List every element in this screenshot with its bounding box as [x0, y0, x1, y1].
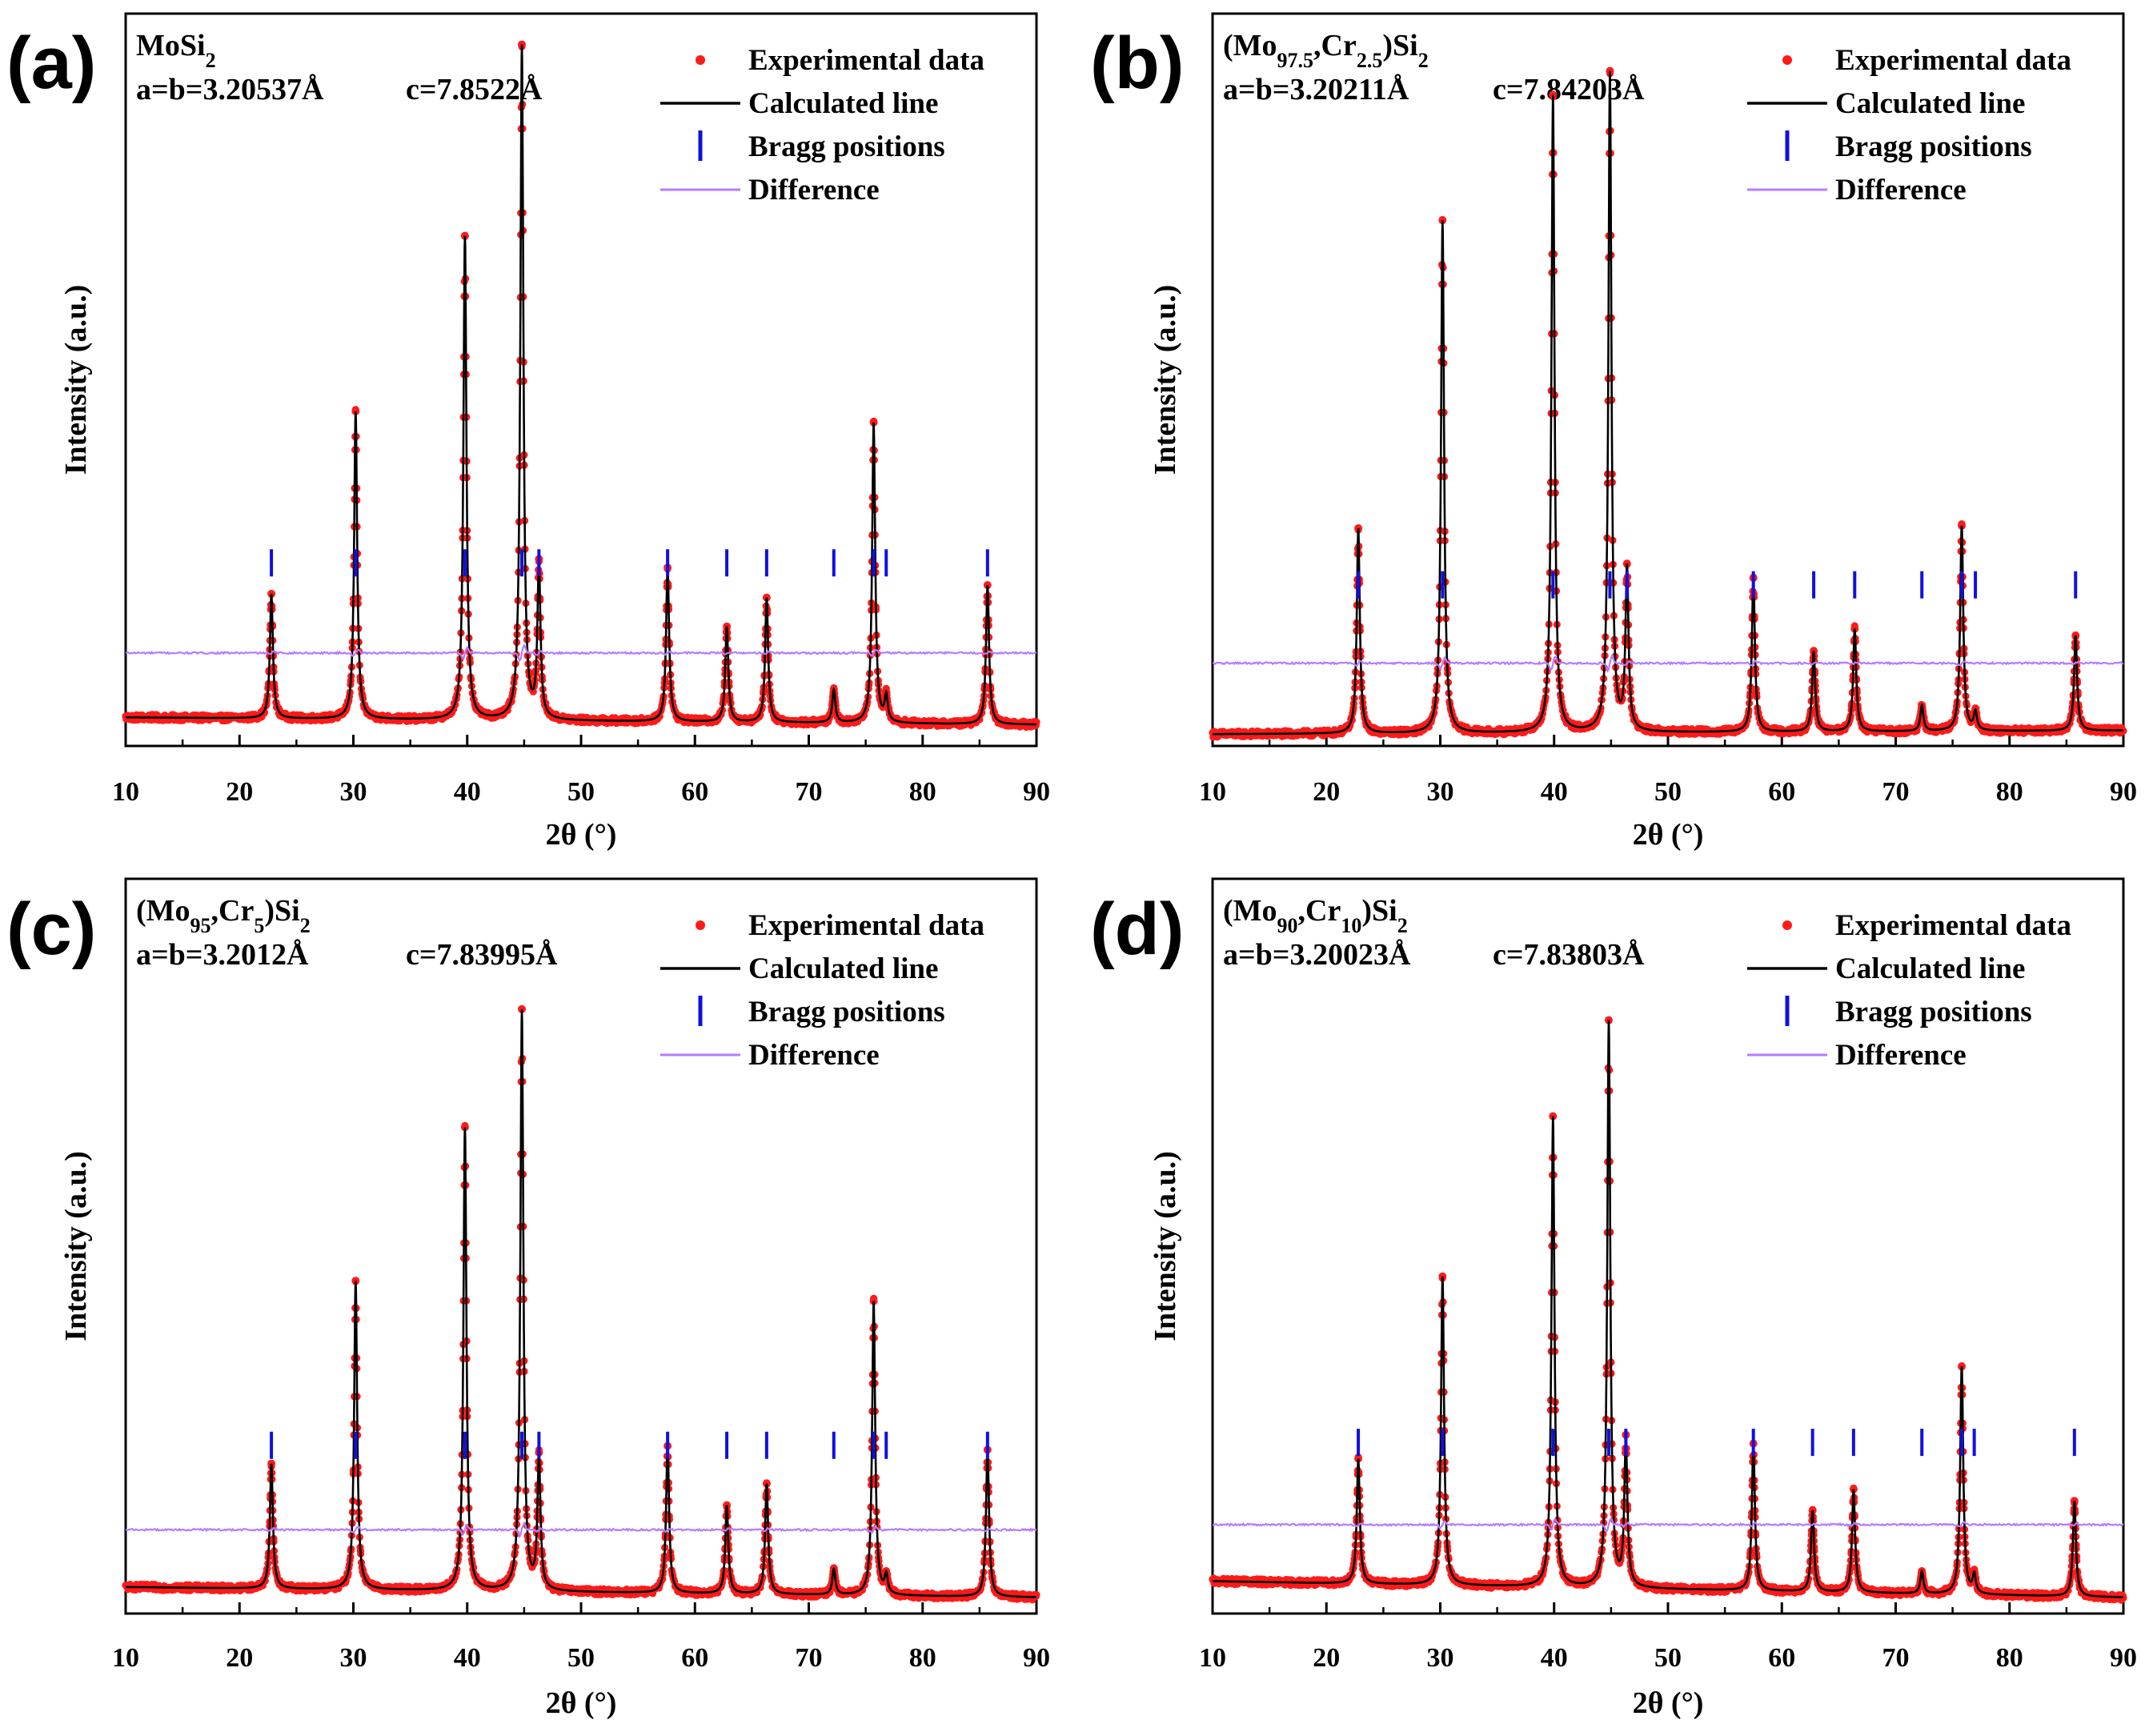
x-tick-label: 20	[1313, 777, 1340, 807]
difference-curve	[125, 643, 1037, 663]
lattice-a: a=b=3.20211Å	[1223, 73, 1409, 106]
legend-experimental-marker	[696, 55, 705, 65]
lattice-c: c=7.84203Å	[1493, 73, 1645, 106]
x-tick-label: 70	[796, 1643, 823, 1673]
formula-part: )Si	[1382, 29, 1417, 62]
formula-part: ,Cr	[211, 894, 255, 928]
formula-subscript: 2	[300, 914, 311, 937]
x-tick-label: 20	[226, 777, 253, 807]
x-tick-label: 10	[112, 777, 139, 807]
x-tick-label: 80	[1996, 777, 2023, 807]
y-axis-title: Intensity (a.u.)	[1149, 285, 1182, 475]
x-tick-label: 20	[226, 1643, 253, 1673]
plot-frame	[124, 12, 1038, 748]
formula-part: MoSi	[136, 29, 206, 62]
compound-formula: (Mo95,Cr5)Si2	[136, 894, 311, 937]
legend-experimental-marker	[1782, 55, 1792, 65]
plot-frame	[1211, 12, 2125, 748]
legend-experimental-label: Experimental data	[748, 44, 984, 77]
formula-subscript: 95	[190, 914, 211, 937]
x-tick-label: 60	[681, 1643, 708, 1673]
x-tick-label: 30	[340, 1643, 367, 1673]
calculated-line	[1213, 70, 2123, 736]
legend: Experimental data Calculated line Bragg po…	[660, 44, 984, 206]
panel-label: (c)	[6, 888, 96, 970]
x-tick-label: 50	[1654, 777, 1682, 807]
formula-subscript: 2	[1418, 49, 1429, 72]
x-tick-label: 90	[1023, 777, 1050, 807]
formula-part: (Mo	[1223, 29, 1277, 62]
y-axis-title: Intensity (a.u.)	[59, 1151, 93, 1341]
x-axis-title: 2θ (°)	[546, 818, 617, 852]
legend-bragg-label: Bragg positions	[1835, 130, 2032, 163]
x-tick-label: 30	[1427, 777, 1454, 807]
x-tick-label: 10	[112, 1643, 139, 1673]
legend-calculated-label: Calculated line	[1835, 87, 2025, 120]
x-tick-label: 70	[1882, 777, 1910, 807]
panel-label: (a)	[6, 22, 96, 104]
panel-b: (b) 10 20 30 40 50 60 70 80 90 2θ (°) Intensity (a.…	[1090, 12, 2137, 852]
lattice-c: c=7.8522Å	[406, 73, 543, 106]
legend-experimental-label: Experimental data	[1835, 44, 2071, 77]
x-tick-label: 10	[1199, 777, 1226, 807]
x-tick-label: 50	[567, 1643, 595, 1673]
compound-formula: (Mo97.5,Cr2.5)Si2	[1223, 29, 1429, 72]
panel-a: (a) 10 20 30 40 50 60 70 80 90 2θ (°) Intensity (a.…	[6, 12, 1050, 852]
formula-subscript: 5	[254, 914, 264, 937]
x-tick-label: 80	[909, 1643, 936, 1673]
lattice-a: a=b=3.20537Å	[136, 73, 324, 106]
panel-c: (c) 10 20 30 40 50 60 70 80 90 2θ (°) Intensity (a.…	[6, 877, 1050, 1720]
x-tick-label: 30	[340, 777, 367, 807]
difference-curve	[1213, 653, 2124, 673]
x-tick-label: 80	[909, 777, 936, 807]
x-tick-label: 60	[681, 777, 708, 807]
y-axis-title: Intensity (a.u.)	[59, 285, 93, 475]
x-tick-label: 40	[1541, 777, 1568, 807]
x-tick-label: 60	[1768, 777, 1795, 807]
x-tick-label: 40	[454, 1643, 481, 1673]
formula-subscript: 2.5	[1357, 49, 1383, 72]
experimental-data-series	[122, 1004, 1040, 1604]
legend-calculated-label: Calculated line	[748, 87, 938, 120]
x-axis-title: 2θ (°)	[1633, 818, 1704, 852]
plot-frame	[124, 877, 1038, 1615]
x-tick-label: 40	[454, 777, 481, 807]
x-tick-label: 70	[796, 777, 823, 807]
legend: Experimental data Calculated line Bragg po…	[1747, 44, 2071, 206]
formula-subscript: 2	[206, 49, 216, 72]
formula-part: (Mo	[136, 894, 190, 928]
legend-difference-label: Difference	[748, 174, 880, 206]
panel-label: (b)	[1090, 22, 1184, 104]
x-axis-title: 2θ (°)	[546, 1686, 617, 1720]
formula-part: ,Cr	[1313, 29, 1357, 62]
formula-part: )Si	[264, 894, 299, 928]
compound-formula: MoSi2	[136, 29, 216, 72]
lattice-a: a=b=3.2012Å	[136, 938, 309, 972]
legend-difference-label: Difference	[1835, 174, 1967, 206]
x-tick-label: 90	[2110, 777, 2137, 807]
formula-subscript: 97.5	[1277, 49, 1314, 72]
legend-bragg-label: Bragg positions	[748, 130, 945, 163]
x-tick-label: 90	[1023, 1643, 1050, 1673]
lattice-c: c=7.83995Å	[406, 938, 558, 972]
experimental-data-series	[1209, 66, 2127, 741]
x-tick-label: 50	[567, 777, 595, 807]
